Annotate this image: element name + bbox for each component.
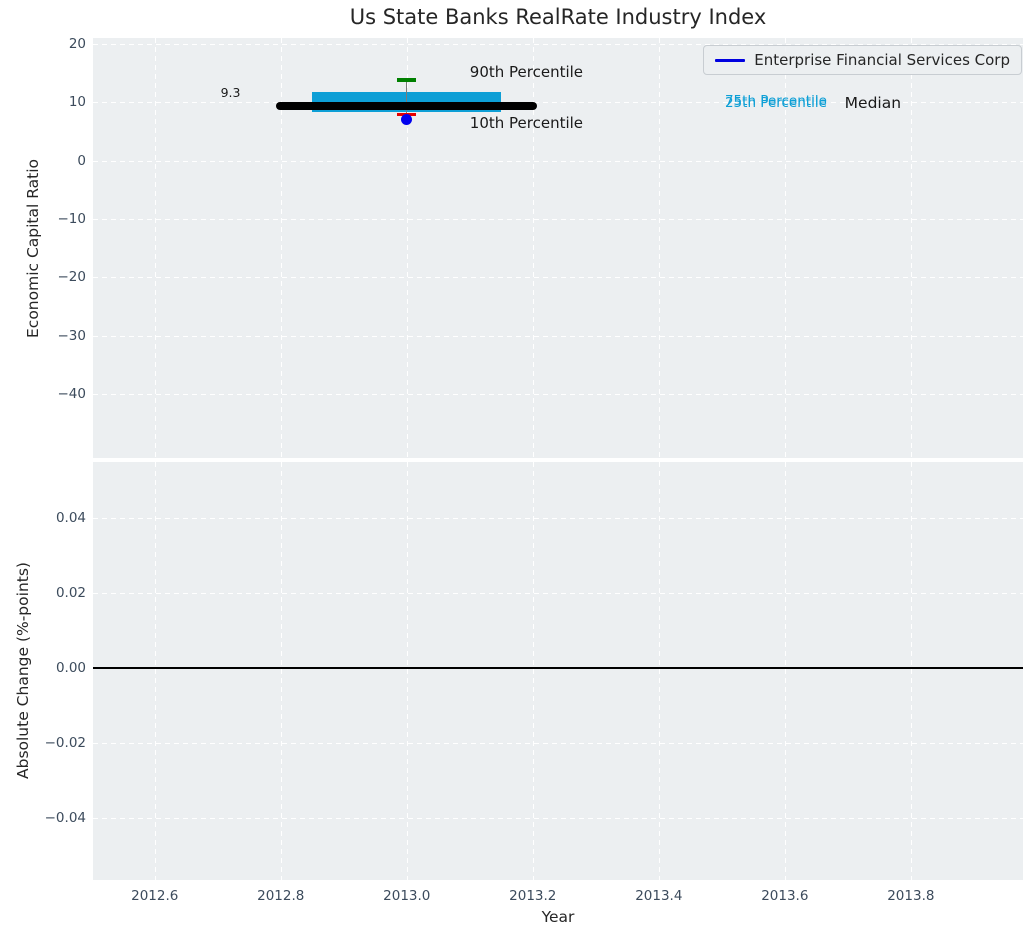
gridline-horizontal: [93, 592, 1023, 594]
y-tick-label: −40: [57, 385, 87, 402]
x-tick-label: 2012.8: [257, 888, 305, 904]
gridline-vertical: [910, 38, 912, 458]
gridline-horizontal: [93, 218, 1023, 220]
gridline-horizontal: [93, 43, 1023, 45]
p10-annotation: 10th Percentile: [469, 114, 584, 133]
gridline-horizontal: [93, 817, 1023, 819]
gridline-vertical: [784, 462, 786, 880]
y-tick-label: −0.04: [44, 809, 86, 826]
y-tick-label: −10: [57, 210, 87, 227]
gridline-vertical: [406, 38, 408, 458]
legend-line-swatch: [715, 58, 746, 62]
p90-annotation: 90th Percentile: [469, 62, 584, 81]
gridline-vertical: [532, 462, 534, 880]
x-tick-label: 2013.0: [383, 888, 431, 904]
gridline-vertical: [658, 38, 660, 458]
y-tick-label: 0.04: [55, 509, 86, 526]
bottom-subplot: [93, 462, 1023, 880]
gridline-horizontal: [93, 742, 1023, 744]
y-tick-label: 10: [68, 94, 86, 111]
y-tick-label: 0.02: [55, 584, 86, 601]
top-subplot: 9.3 90th Percentile 10th Percentile 75th…: [93, 38, 1023, 458]
gridline-horizontal: [93, 277, 1023, 279]
y-axis-label-top: Economic Capital Ratio: [24, 158, 42, 338]
median-value-annotation: 9.3: [220, 85, 241, 101]
legend-label: Enterprise Financial Services Corp: [754, 51, 1010, 69]
gridline-vertical: [280, 38, 282, 458]
p25-annotation: 25th Percentile: [724, 94, 827, 111]
p90-whisker-cap: [397, 78, 417, 82]
gridline-vertical: [154, 462, 156, 880]
gridline-horizontal: [93, 160, 1023, 162]
gridline-horizontal: [93, 517, 1023, 519]
p75-annotation: 75th Percentile: [724, 92, 827, 109]
chart-title: Us State Banks RealRate Industry Index: [349, 5, 767, 29]
x-axis-label: Year: [541, 908, 575, 926]
gridline-vertical: [784, 38, 786, 458]
y-tick-label: 20: [68, 35, 86, 52]
y-tick-label: 0.00: [55, 659, 86, 676]
y-axis-label-bottom: Absolute Change (%-points): [14, 562, 32, 780]
gridline-horizontal: [93, 102, 1023, 104]
median-text-annotation: Median: [844, 93, 902, 112]
legend: Enterprise Financial Services Corp: [703, 45, 1022, 75]
gridline-vertical: [154, 38, 156, 458]
gridline-horizontal: [93, 393, 1023, 395]
gridline-horizontal: [93, 335, 1023, 337]
y-tick-label: −30: [57, 327, 87, 344]
x-tick-label: 2013.8: [887, 888, 935, 904]
x-tick-label: 2013.4: [635, 888, 683, 904]
gridline-vertical: [406, 462, 408, 880]
x-tick-label: 2013.6: [761, 888, 809, 904]
gridline-vertical: [658, 462, 660, 880]
company-data-point: [401, 114, 413, 126]
x-tick-label: 2013.2: [509, 888, 557, 904]
gridline-vertical: [910, 462, 912, 880]
gridline-vertical: [532, 38, 534, 458]
y-tick-label: 0: [77, 152, 86, 169]
x-tick-label: 2012.6: [131, 888, 179, 904]
y-tick-label: −0.02: [44, 734, 86, 751]
y-tick-label: −20: [57, 269, 87, 286]
gridline-vertical: [280, 462, 282, 880]
whisker-line: [406, 80, 408, 115]
median-line: [276, 102, 538, 111]
zero-line: [93, 667, 1023, 669]
